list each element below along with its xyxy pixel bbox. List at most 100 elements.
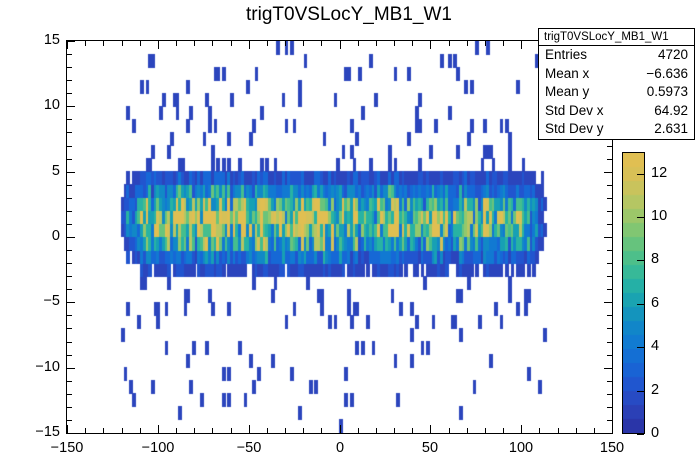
y-minor-tick-right xyxy=(607,407,612,408)
y-minor-tick-right xyxy=(607,355,612,356)
palette-tick xyxy=(637,217,644,218)
x-major-tick xyxy=(67,425,68,433)
x-minor-tick xyxy=(576,428,577,433)
y-major-tick xyxy=(67,302,75,303)
y-major-tick xyxy=(67,368,75,369)
y-minor-tick xyxy=(67,54,72,55)
stats-row-value: 0.5973 xyxy=(646,84,688,99)
x-minor-tick-top xyxy=(231,41,232,46)
y-minor-tick-right xyxy=(607,211,612,212)
x-minor-tick xyxy=(122,428,123,433)
y-minor-tick xyxy=(67,289,72,290)
x-minor-tick xyxy=(594,428,595,433)
palette-tick xyxy=(637,304,644,305)
x-minor-tick-top xyxy=(267,41,268,46)
x-minor-tick xyxy=(212,428,213,433)
y-minor-tick xyxy=(67,276,72,277)
stats-box-rows: Entries 4720 Mean x −6.636 Mean y 0.5973 Std D… xyxy=(539,46,694,139)
palette-tick-label: 2 xyxy=(651,382,660,398)
y-minor-tick-right xyxy=(607,263,612,264)
x-axis-tick-label: −100 xyxy=(141,440,175,456)
plot-frame xyxy=(66,40,613,434)
stats-row-key: Mean x xyxy=(545,65,590,81)
y-minor-tick xyxy=(67,80,72,81)
y-minor-tick xyxy=(67,394,72,395)
y-minor-tick-right xyxy=(607,315,612,316)
y-minor-tick xyxy=(67,420,72,421)
palette-tick xyxy=(637,434,644,435)
y-minor-tick-right xyxy=(607,289,612,290)
x-major-tick-top xyxy=(430,41,431,49)
x-major-tick-top xyxy=(340,41,341,49)
stats-row-key: Mean y xyxy=(545,84,590,99)
y-minor-tick-right xyxy=(607,342,612,343)
palette-tick-label: 4 xyxy=(651,338,660,354)
x-major-tick xyxy=(430,425,431,433)
y-minor-tick-right xyxy=(607,328,612,329)
y-axis-tick-label: 10 xyxy=(43,97,60,113)
y-minor-tick-right xyxy=(607,198,612,199)
x-minor-tick xyxy=(467,428,468,433)
x-minor-tick-top xyxy=(321,41,322,46)
y-minor-tick-right xyxy=(607,250,612,251)
y-minor-tick xyxy=(67,315,72,316)
x-minor-tick xyxy=(285,428,286,433)
histogram-canvas xyxy=(67,41,612,433)
x-axis-tick-label: 150 xyxy=(599,440,625,456)
x-minor-tick-top xyxy=(358,41,359,46)
x-major-tick-top xyxy=(521,41,522,49)
y-minor-tick xyxy=(67,159,72,160)
y-minor-tick xyxy=(67,146,72,147)
y-minor-tick xyxy=(67,355,72,356)
y-minor-tick xyxy=(67,119,72,120)
x-minor-tick xyxy=(412,428,413,433)
stats-row: Mean y 0.5973 xyxy=(539,83,694,102)
y-major-tick xyxy=(67,433,75,434)
x-minor-tick xyxy=(376,428,377,433)
x-major-tick xyxy=(521,425,522,433)
y-major-tick-right xyxy=(604,302,612,303)
x-minor-tick-top xyxy=(194,41,195,46)
y-major-tick-right xyxy=(604,433,612,434)
x-major-tick-top xyxy=(67,41,68,49)
y-major-tick xyxy=(67,237,75,238)
y-minor-tick xyxy=(67,224,72,225)
palette-tick-label: 0 xyxy=(651,425,660,441)
y-axis-tick-label: 0 xyxy=(51,228,60,244)
x-minor-tick-top xyxy=(485,41,486,46)
x-minor-tick xyxy=(140,428,141,433)
x-minor-tick xyxy=(539,428,540,433)
x-axis-tick-label: −150 xyxy=(50,440,84,456)
y-minor-tick xyxy=(67,185,72,186)
stats-row-key: Std Dev x xyxy=(545,102,604,118)
x-minor-tick xyxy=(449,428,450,433)
y-minor-tick-right xyxy=(607,276,612,277)
stats-row-value: 4720 xyxy=(657,47,688,62)
x-minor-tick-top xyxy=(412,41,413,46)
x-minor-tick xyxy=(103,428,104,433)
stats-row: Entries 4720 xyxy=(539,46,694,65)
x-minor-tick-top xyxy=(303,41,304,46)
y-axis-tick-label: −5 xyxy=(43,293,60,309)
page-title: trigT0VSLocY_MB1_W1 xyxy=(246,4,452,25)
y-minor-tick-right xyxy=(607,381,612,382)
x-minor-tick-top xyxy=(140,41,141,46)
y-axis-tick-label: 5 xyxy=(51,163,60,179)
stats-row: Mean x −6.636 xyxy=(539,65,694,84)
y-minor-tick-right xyxy=(607,185,612,186)
x-minor-tick-top xyxy=(449,41,450,46)
x-major-tick-top xyxy=(158,41,159,49)
x-minor-tick-top xyxy=(212,41,213,46)
x-minor-tick xyxy=(503,428,504,433)
stats-box-title: trigT0VSLocY_MB1_W1 xyxy=(539,29,694,46)
palette-tick xyxy=(637,391,644,392)
y-axis-tick-label: 15 xyxy=(43,32,60,48)
y-major-tick-right xyxy=(604,172,612,173)
stats-row-key: Entries xyxy=(545,47,588,62)
palette-tick xyxy=(637,174,644,175)
histogram-layer xyxy=(67,41,612,433)
y-minor-tick-right xyxy=(607,224,612,225)
y-axis-tick-label: −15 xyxy=(35,424,60,440)
x-minor-tick xyxy=(176,428,177,433)
y-major-tick xyxy=(67,106,75,107)
